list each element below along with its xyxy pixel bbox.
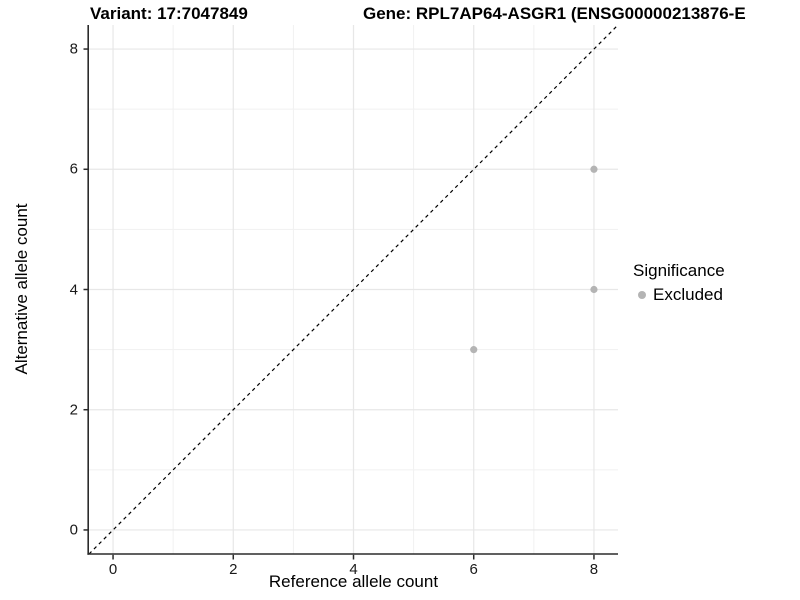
x-tick-label: 6 [469,561,478,578]
x-tick-label: 2 [229,561,238,578]
y-tick-label: 2 [69,401,78,419]
y-tick-label: 0 [69,521,78,539]
y-tick-label: 6 [69,160,78,178]
legend-title: Significance [633,261,725,280]
legend: Significance Excluded [633,261,725,305]
excluded-point-icon [638,291,646,299]
y-tick-label: 4 [69,281,78,298]
data-point [590,165,598,173]
legend-entry-excluded: Excluded [638,285,725,305]
x-tick-label: 0 [108,561,118,578]
identity-dashed-line [88,24,619,555]
y-axis-label: Alternative allele count [12,203,31,375]
x-tick-label: 4 [349,561,358,578]
legend-entry-label: Excluded [653,285,723,304]
data-point [470,346,478,354]
variant-title: Variant: 17:7047849 [90,4,248,23]
gene-title: Gene: RPL7AP64-ASGR1 (ENSG00000213876-E [363,4,746,23]
data-point [590,285,598,294]
x-axis-label: Reference allele count [268,572,439,591]
y-tick-label: 8 [69,40,78,58]
x-tick-label: 8 [589,561,599,578]
